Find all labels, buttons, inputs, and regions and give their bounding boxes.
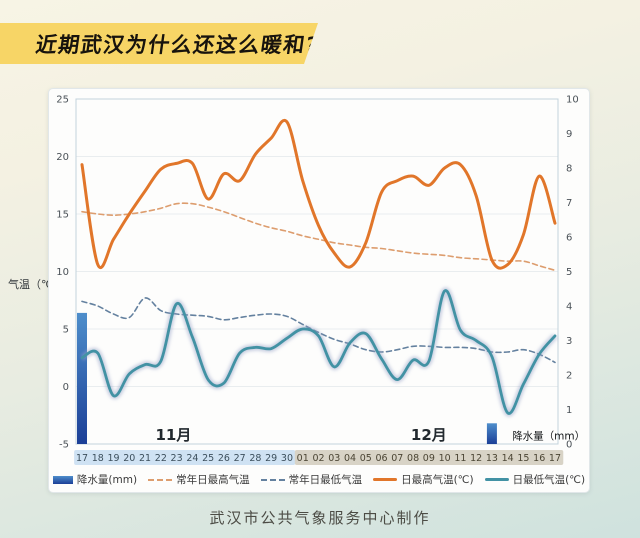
legend-label: 常年日最高气温 bbox=[176, 474, 250, 486]
x-tick-label: 20 bbox=[123, 453, 135, 464]
left-axis-tick: 25 bbox=[56, 95, 69, 106]
plot-frame bbox=[75, 98, 559, 445]
x-tick-label: 01 bbox=[297, 453, 309, 464]
legend-swatch-daily-max-temp bbox=[373, 478, 398, 481]
left-axis-tick: -5 bbox=[59, 440, 69, 451]
left-axis-tick: 15 bbox=[56, 210, 69, 221]
series-daily-min-temp bbox=[80, 289, 557, 415]
right-axis-tick: 9 bbox=[566, 129, 572, 140]
month-strip bbox=[294, 450, 564, 465]
legend-label: 常年日最低气温 bbox=[288, 474, 363, 486]
left-axis-tick: 20 bbox=[56, 152, 69, 163]
precip-bar bbox=[486, 423, 497, 444]
legend-item-daily-max-temp: 日最高气温(℃) bbox=[373, 472, 474, 487]
x-tick-label: 06 bbox=[376, 453, 388, 464]
left-axis-tick: 5 bbox=[63, 325, 69, 336]
title-banner: 近期武汉为什么还这么暖和? bbox=[0, 23, 318, 64]
month-label: 11月 bbox=[156, 426, 192, 444]
x-tick-label: 27 bbox=[234, 453, 246, 464]
right-axis-tick: 6 bbox=[566, 233, 572, 244]
x-tick-label: 14 bbox=[502, 453, 514, 464]
x-tick-label: 17 bbox=[76, 453, 88, 464]
left-axis-tick: 0 bbox=[63, 382, 69, 393]
x-tick-label: 09 bbox=[423, 453, 435, 464]
x-tick-label: 04 bbox=[344, 453, 356, 464]
series-daily-max-temp bbox=[80, 118, 557, 270]
legend-item-daily-min-temp: 日最低气温(℃) bbox=[484, 472, 586, 487]
x-tick-label: 26 bbox=[218, 453, 230, 464]
right-axis-tick: 7 bbox=[566, 198, 572, 209]
legend-item-normal-min-temp: 常年日最低气温 bbox=[260, 472, 363, 487]
series-normal-min-temp bbox=[81, 297, 556, 364]
x-tick-label: 03 bbox=[328, 453, 340, 464]
x-tick-label: 08 bbox=[407, 453, 419, 464]
x-tick-label: 21 bbox=[139, 453, 151, 464]
legend-label: 日最低气温(℃) bbox=[512, 474, 586, 486]
legend-item-normal-max-temp: 常年日最高气温 bbox=[148, 472, 250, 487]
x-tick-label: 16 bbox=[533, 453, 545, 464]
x-tick-label: 30 bbox=[281, 453, 293, 464]
legend-swatch-precipitation bbox=[52, 475, 73, 484]
right-axis-tick: 8 bbox=[566, 164, 572, 175]
legend-label: 降水量(mm) bbox=[76, 474, 138, 486]
x-tick-label: 11 bbox=[454, 453, 466, 464]
legend-swatch-normal-min-temp bbox=[260, 478, 285, 481]
x-tick-label: 25 bbox=[202, 453, 214, 464]
left-axis-tick: 10 bbox=[56, 267, 69, 278]
x-tick-label: 22 bbox=[155, 453, 167, 464]
right-axis-tick: 2 bbox=[566, 371, 572, 382]
x-tick-label: 02 bbox=[312, 453, 324, 464]
x-tick-label: 12 bbox=[470, 453, 482, 464]
series-glow-daily-min-temp bbox=[80, 287, 558, 417]
right-axis-tick: 5 bbox=[566, 267, 572, 278]
x-tick-label: 05 bbox=[360, 453, 372, 464]
page-title: 近期武汉为什么还这么暖和? bbox=[34, 32, 322, 57]
footer-credit: 武汉市公共气象服务中心制作 bbox=[209, 509, 431, 527]
precip-axis-label: 降水量（mm） bbox=[512, 430, 585, 443]
x-tick-label: 23 bbox=[171, 453, 183, 464]
right-axis-tick: 3 bbox=[566, 336, 572, 347]
chart-card: 25 20 15 10 5 0 -5 10 9 8 7 6 5 4 3 2 1 0 17 18 19 20 21 22 23 24… bbox=[48, 88, 590, 493]
x-tick-label: 15 bbox=[517, 453, 529, 464]
right-axis-tick: 4 bbox=[566, 302, 572, 313]
right-axis-tick: 10 bbox=[566, 95, 579, 106]
legend-swatch-daily-min-temp bbox=[484, 478, 509, 481]
chart-legend: 降水量(mm) 常年日最高气温 常年日最低气温 日最高气温(℃) 日最低气温(℃) bbox=[49, 472, 589, 487]
x-tick-label: 17 bbox=[549, 453, 561, 464]
right-axis-tick: 1 bbox=[566, 405, 572, 416]
legend-label: 日最高气温(℃) bbox=[401, 474, 474, 486]
x-tick-label: 18 bbox=[92, 453, 104, 464]
x-tick-label: 29 bbox=[265, 453, 277, 464]
month-strip bbox=[74, 450, 296, 465]
right-axis-tick: 0 bbox=[566, 440, 572, 451]
x-tick-label: 07 bbox=[391, 453, 403, 464]
precip-bar bbox=[77, 312, 87, 444]
x-tick-label: 24 bbox=[186, 453, 198, 464]
legend-item-precipitation: 降水量(mm) bbox=[52, 472, 138, 487]
x-tick-label: 28 bbox=[249, 453, 261, 464]
series-normal-max-temp bbox=[81, 202, 556, 272]
legend-swatch-normal-max-temp bbox=[148, 478, 173, 481]
x-tick-label: 13 bbox=[486, 453, 498, 464]
x-tick-label: 10 bbox=[439, 453, 451, 464]
x-tick-label: 19 bbox=[107, 453, 119, 464]
month-label: 12月 bbox=[411, 426, 447, 444]
